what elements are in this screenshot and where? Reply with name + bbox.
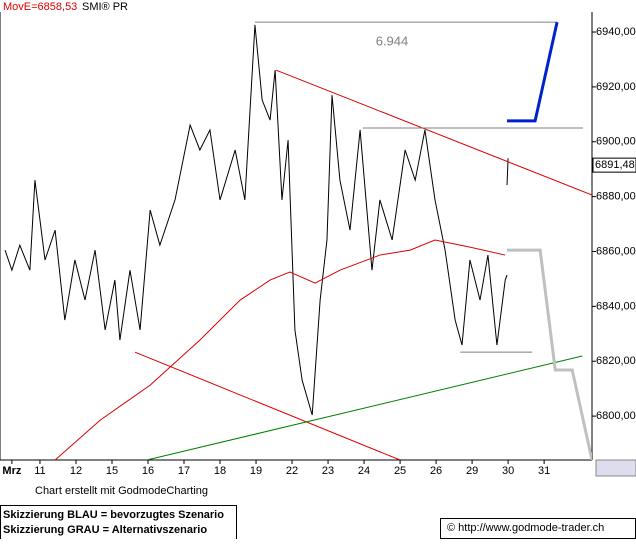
indicator-label: MovE=6858,53 <box>3 1 77 13</box>
x-tick-label: 30 <box>502 465 514 477</box>
y-tick-label: 6820,00 <box>596 355 636 367</box>
x-tick-label: 31 <box>538 465 550 477</box>
x-tick-label: 16 <box>142 465 154 477</box>
x-tick-label: 29 <box>466 465 478 477</box>
y-tick-label: 6840,00 <box>596 300 636 312</box>
x-tick-label: 22 <box>286 465 298 477</box>
y-tick-label: 6860,00 <box>596 245 636 257</box>
note-gray: Skizzierung GRAU = Alternativszenario <box>3 524 207 536</box>
credit: Chart erstellt mit GodmodeCharting <box>35 485 208 497</box>
y-tick-label: 6900,00 <box>596 136 636 148</box>
x-tick-label: 15 <box>106 465 118 477</box>
x-tick-label: 23 <box>322 465 334 477</box>
y-tick-label: 6940,00 <box>596 26 636 38</box>
scroll-button[interactable] <box>595 459 636 477</box>
series-line <box>134 351 401 460</box>
series-line <box>146 355 583 460</box>
x-tick-label: 17 <box>178 465 190 477</box>
last-price-label: 6891,48 <box>595 159 635 171</box>
y-tick-label: 6800,00 <box>596 410 636 422</box>
note-blue: Skizzierung BLAU = bevorzugtes Szenario <box>3 509 224 521</box>
series-line <box>507 248 592 460</box>
x-tick-label: 26 <box>430 465 442 477</box>
x-tick-label: 11 <box>34 465 45 477</box>
annotation: 6.944 <box>376 33 409 48</box>
x-tick-label: 24 <box>358 465 370 477</box>
last-price-box <box>592 157 636 173</box>
copyright: © http://www.godmode-trader.ch <box>447 522 604 534</box>
x-tick-label: 18 <box>214 465 226 477</box>
y-tick-label: 6920,00 <box>596 81 636 93</box>
x-tick-label: Mrz <box>2 465 21 477</box>
series-line <box>276 69 592 196</box>
series-line <box>54 239 506 460</box>
x-tick-label: 25 <box>394 465 406 477</box>
series-line <box>507 21 559 123</box>
y-tick-label: 6880,00 <box>596 191 636 203</box>
series-line <box>4 24 509 416</box>
instrument-label: SMI® PR <box>82 1 128 13</box>
x-tick-label: 12 <box>70 465 82 477</box>
x-tick-label: 19 <box>250 465 262 477</box>
